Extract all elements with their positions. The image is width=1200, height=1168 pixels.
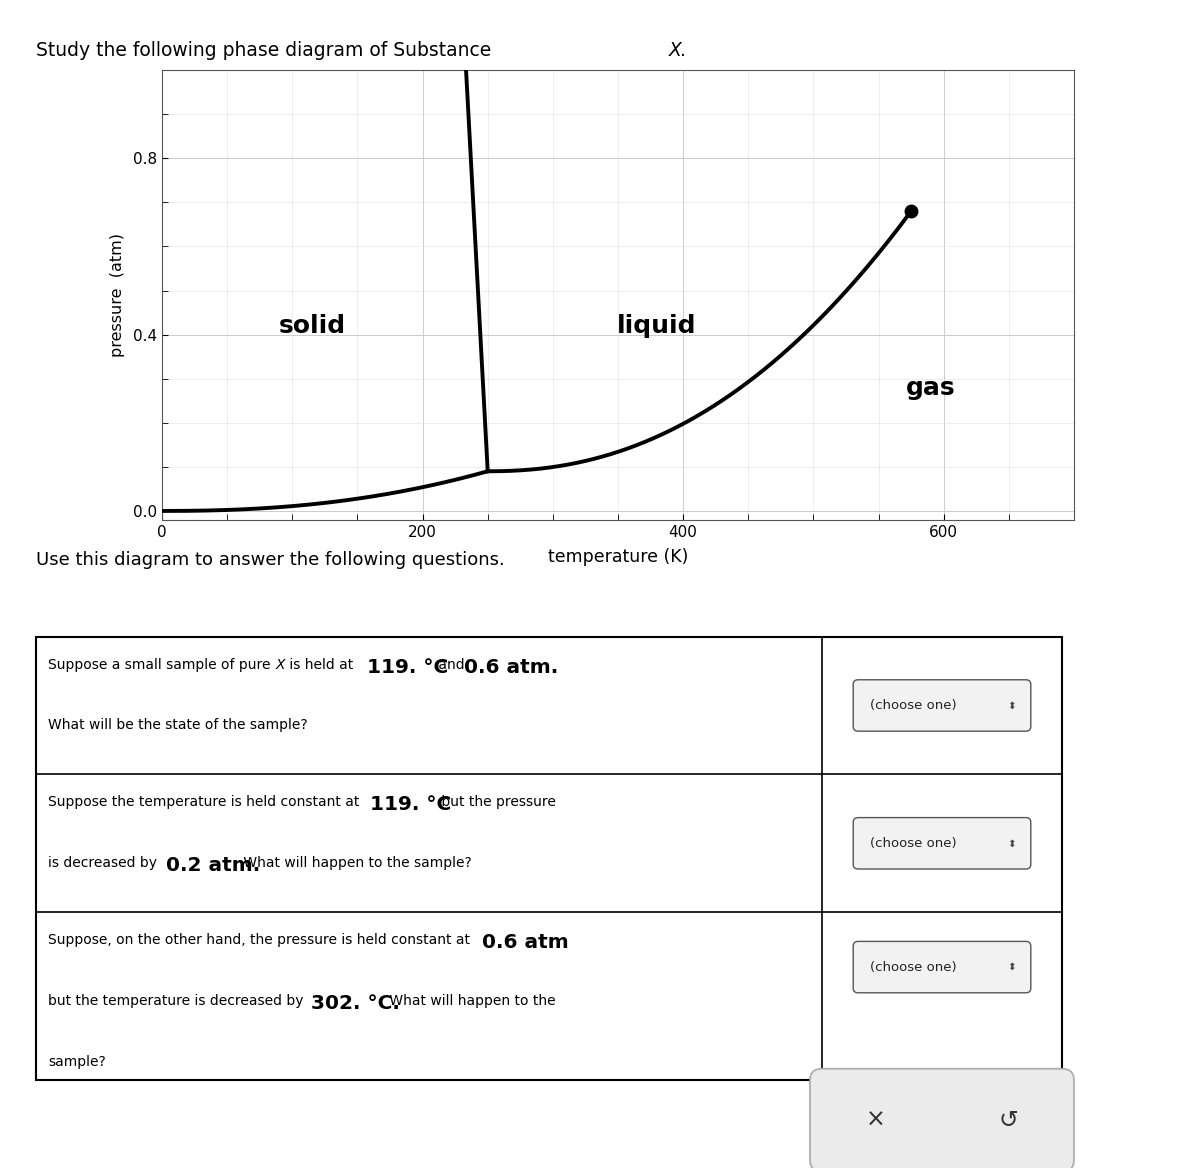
Text: Use this diagram to answer the following questions.: Use this diagram to answer the following…	[36, 551, 505, 569]
Text: What will happen to the sample?: What will happen to the sample?	[239, 856, 472, 870]
Text: Suppose a small sample of pure: Suppose a small sample of pure	[48, 658, 275, 672]
Text: Suppose, on the other hand, the pressure is held constant at: Suppose, on the other hand, the pressure…	[48, 933, 474, 947]
Text: X: X	[668, 41, 682, 60]
Text: .: .	[680, 41, 686, 60]
Text: (choose one): (choose one)	[870, 698, 956, 712]
Text: liquid: liquid	[617, 314, 697, 338]
Text: What will be the state of the sample?: What will be the state of the sample?	[48, 718, 307, 732]
Text: Study the following phase diagram of Substance: Study the following phase diagram of Sub…	[36, 41, 497, 60]
Text: X: X	[276, 658, 284, 672]
Text: and: and	[434, 658, 469, 672]
Text: 119. °C: 119. °C	[370, 795, 451, 814]
Text: 0.2 atm.: 0.2 atm.	[166, 856, 260, 875]
X-axis label: temperature (K): temperature (K)	[548, 548, 688, 566]
Text: 302. °C.: 302. °C.	[312, 994, 401, 1013]
Text: is decreased by: is decreased by	[48, 856, 161, 870]
Text: 0.6 atm: 0.6 atm	[482, 933, 569, 952]
Text: (choose one): (choose one)	[870, 836, 956, 850]
Text: ↺: ↺	[998, 1108, 1018, 1132]
Text: ⬍: ⬍	[1007, 839, 1016, 848]
Text: ⬍: ⬍	[1007, 962, 1016, 972]
Y-axis label: pressure  (atm): pressure (atm)	[109, 232, 125, 357]
Text: Suppose the temperature is held constant at: Suppose the temperature is held constant…	[48, 795, 364, 809]
Text: What will happen to the: What will happen to the	[385, 994, 556, 1008]
Text: ⬍: ⬍	[1007, 701, 1016, 710]
Text: 119. °C: 119. °C	[367, 658, 448, 676]
Text: is held at: is held at	[286, 658, 358, 672]
Text: but the pressure: but the pressure	[437, 795, 557, 809]
Text: solid: solid	[278, 314, 346, 338]
Text: gas: gas	[906, 375, 955, 399]
Text: but the temperature is decreased by: but the temperature is decreased by	[48, 994, 308, 1008]
Text: sample?: sample?	[48, 1055, 106, 1069]
Text: 0.6 atm.: 0.6 atm.	[463, 658, 558, 676]
Text: ×: ×	[866, 1108, 886, 1132]
Text: (choose one): (choose one)	[870, 960, 956, 974]
